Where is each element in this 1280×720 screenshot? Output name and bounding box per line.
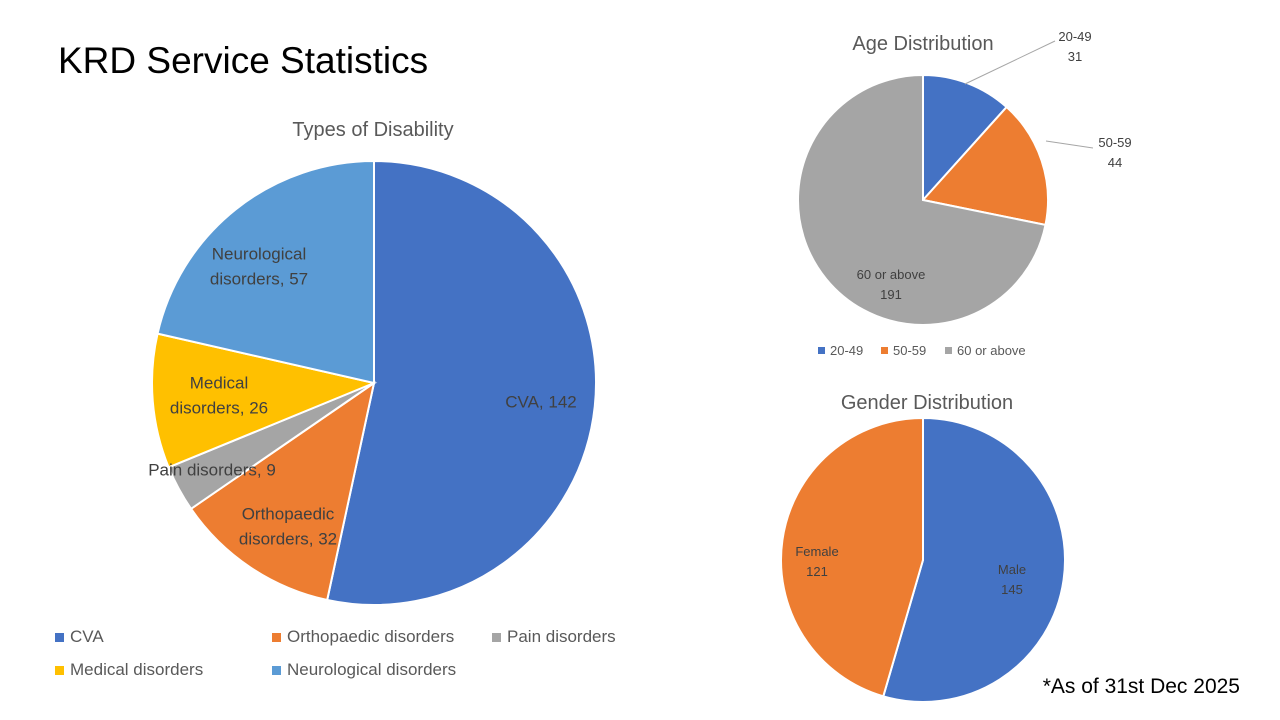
disability-legend-item-medical-disorders: Medical disorders	[55, 660, 203, 680]
legend-swatch	[55, 665, 64, 675]
disability-data-label-cva: CVA, 142	[505, 392, 577, 412]
slide-title: KRD Service Statistics	[58, 40, 429, 81]
legend-swatch	[945, 347, 952, 354]
age-chart-title: Age Distribution	[852, 33, 994, 55]
disability-data-label-pain-disorders: Pain disorders, 9	[148, 460, 276, 480]
age-slice-50-59	[921, 105, 1049, 227]
gender-data-label-female: Female 121	[795, 543, 839, 579]
gender-slice-male	[882, 416, 1066, 703]
disability-legend-item-neurological-disorders: Neurological disorders	[272, 660, 456, 680]
legend-label: Medical disorders	[70, 660, 204, 679]
disability-slice-neurological-disorders	[156, 159, 375, 385]
age-leader-line-20-49	[964, 40, 1056, 85]
age-slice-60-or-above	[797, 73, 1047, 326]
age-data-label-50-59: 50-59 44	[1098, 134, 1132, 170]
legend-label: Orthopaedic disorders	[287, 627, 455, 646]
legend-label: Pain disorders	[507, 627, 616, 646]
legend-swatch	[272, 665, 281, 675]
legend-label: 60 or above	[957, 343, 1026, 358]
age-legend-item-60-or-above: 60 or above	[945, 343, 1026, 358]
disability-data-label-neurological-disorders: Neurological disorders, 57	[209, 244, 309, 288]
disability-legend-item-cva: CVA	[55, 627, 104, 647]
disability-data-label-orthopaedic-disorders: Orthopaedic disorders, 32	[238, 504, 338, 548]
age-legend-item-50-59: 50-59	[881, 343, 926, 358]
legend-swatch	[55, 632, 64, 642]
legend-label: CVA	[70, 627, 104, 646]
disability-slice-medical-disorders	[151, 332, 378, 469]
disability-legend-item-pain-disorders: Pain disorders	[492, 627, 616, 647]
disability-chart-title: Types of Disability	[292, 119, 454, 141]
legend-swatch	[818, 347, 825, 354]
disability-legend-item-orthopaedic-disorders: Orthopaedic disorders	[272, 627, 454, 647]
gender-data-label-male: Male 145	[997, 561, 1027, 597]
legend-label: 50-59	[893, 343, 927, 358]
legend-label: 20-49	[830, 343, 864, 358]
disability-data-label-medical-disorders: Medical disorders, 26	[169, 373, 269, 417]
gender-slice-female	[780, 416, 924, 698]
gender-chart-title: Gender Distribution	[840, 392, 1014, 414]
footnote: *As of 31st Dec 2025	[1042, 675, 1240, 698]
legend-label: Neurological disorders	[287, 660, 457, 679]
legend-swatch	[881, 347, 888, 354]
legend-swatch	[272, 632, 281, 642]
legend-swatch	[492, 632, 501, 642]
age-data-label-20-49: 20-49 31	[1058, 28, 1092, 64]
age-legend-item-20-49: 20-49	[818, 343, 863, 358]
age-leader-line-50-59	[1045, 140, 1094, 149]
disability-slice-orthopaedic-disorders	[189, 380, 376, 602]
age-slice-20-49	[922, 73, 1008, 203]
age-data-label-60-or-above: 60 or above 191	[856, 266, 926, 302]
disability-slice-cva	[325, 159, 597, 606]
